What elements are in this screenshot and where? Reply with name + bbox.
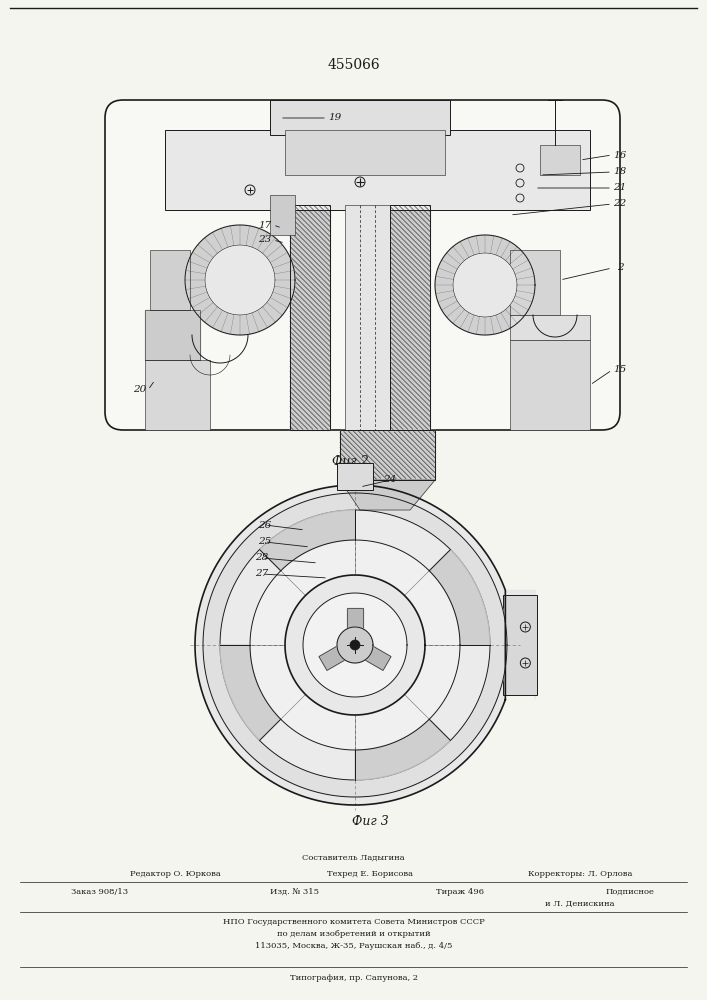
Text: 21: 21 — [614, 184, 626, 192]
Polygon shape — [390, 205, 430, 430]
Bar — [337, 463, 373, 490]
Bar — [390, 205, 430, 430]
Bar — [540, 145, 580, 175]
Bar — [285, 130, 445, 175]
Polygon shape — [250, 540, 460, 750]
Polygon shape — [203, 493, 507, 797]
Bar — [340, 430, 435, 480]
Text: 23: 23 — [258, 235, 271, 244]
Bar — [510, 340, 590, 430]
Text: 17: 17 — [258, 221, 271, 230]
Polygon shape — [205, 245, 275, 315]
Text: Фиг 2: Фиг 2 — [332, 455, 368, 468]
Bar — [270, 100, 450, 135]
Polygon shape — [319, 638, 359, 670]
Text: Техред Е. Борисова: Техред Е. Борисова — [327, 870, 413, 878]
Text: 15: 15 — [614, 365, 626, 374]
Bar — [503, 595, 537, 695]
Text: 25: 25 — [258, 538, 271, 546]
Polygon shape — [185, 225, 295, 335]
Polygon shape — [290, 205, 330, 430]
Text: 455066: 455066 — [327, 58, 380, 72]
Polygon shape — [340, 480, 435, 510]
Text: Редактор О. Юркова: Редактор О. Юркова — [129, 870, 221, 878]
Text: 28: 28 — [255, 554, 269, 562]
Polygon shape — [429, 550, 490, 645]
Text: 18: 18 — [614, 167, 626, 176]
Text: 2: 2 — [617, 263, 624, 272]
Text: 20: 20 — [134, 385, 146, 394]
Circle shape — [350, 640, 360, 650]
Text: Корректоры: Л. Орлова: Корректоры: Л. Орлова — [528, 870, 632, 878]
Polygon shape — [303, 593, 407, 697]
Polygon shape — [259, 510, 355, 571]
Text: НПО Государственного комитета Совета Министров СССР: НПО Государственного комитета Совета Мин… — [223, 918, 484, 926]
Text: и Л. Денискина: и Л. Денискина — [545, 900, 615, 908]
Polygon shape — [145, 310, 200, 360]
Bar — [165, 130, 590, 210]
Text: 113035, Москва, Ж-35, Раушская наб., д. 4/5: 113035, Москва, Ж-35, Раушская наб., д. … — [255, 942, 452, 950]
Text: Типография, пр. Сапунова, 2: Типография, пр. Сапунова, 2 — [289, 974, 418, 982]
Bar — [270, 195, 295, 235]
Text: 22: 22 — [614, 200, 626, 209]
Polygon shape — [220, 645, 281, 740]
Bar — [290, 205, 330, 430]
Polygon shape — [351, 638, 391, 670]
Text: Фиг 3: Фиг 3 — [351, 815, 388, 828]
Text: 16: 16 — [614, 150, 626, 159]
Bar — [145, 310, 200, 360]
Polygon shape — [340, 430, 435, 480]
Polygon shape — [220, 510, 490, 780]
Polygon shape — [355, 719, 450, 780]
Text: по делам изобретений и открытий: по делам изобретений и открытий — [276, 930, 431, 938]
Text: Заказ 908/13: Заказ 908/13 — [71, 888, 129, 896]
Text: 26: 26 — [258, 520, 271, 530]
Polygon shape — [285, 575, 425, 715]
Bar — [145, 360, 210, 430]
FancyBboxPatch shape — [105, 100, 620, 430]
Text: Составитель Ладыгина: Составитель Ладыгина — [302, 854, 405, 862]
Bar — [510, 250, 560, 315]
Polygon shape — [453, 253, 517, 317]
Polygon shape — [347, 608, 363, 645]
Bar — [345, 205, 390, 430]
Polygon shape — [435, 235, 535, 335]
Text: Изд. № 315: Изд. № 315 — [271, 888, 320, 896]
Polygon shape — [337, 627, 373, 663]
Bar — [150, 250, 190, 310]
Text: 24: 24 — [383, 476, 397, 485]
Text: 27: 27 — [255, 570, 269, 578]
Text: 19: 19 — [328, 113, 341, 122]
Bar — [510, 315, 590, 340]
Polygon shape — [195, 485, 535, 805]
Text: Подписное: Подписное — [606, 888, 655, 896]
Text: Тираж 496: Тираж 496 — [436, 888, 484, 896]
